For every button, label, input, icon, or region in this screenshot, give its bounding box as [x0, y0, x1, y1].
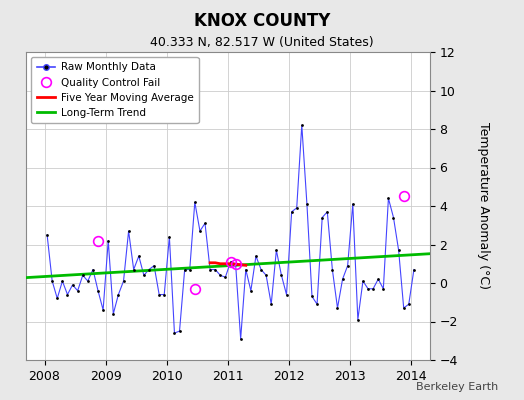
Legend: Raw Monthly Data, Quality Control Fail, Five Year Moving Average, Long-Term Tren: Raw Monthly Data, Quality Control Fail, … — [31, 57, 199, 123]
Y-axis label: Temperature Anomaly (°C): Temperature Anomaly (°C) — [477, 122, 490, 290]
Text: 40.333 N, 82.517 W (United States): 40.333 N, 82.517 W (United States) — [150, 36, 374, 49]
Text: Berkeley Earth: Berkeley Earth — [416, 382, 498, 392]
Text: KNOX COUNTY: KNOX COUNTY — [194, 12, 330, 30]
